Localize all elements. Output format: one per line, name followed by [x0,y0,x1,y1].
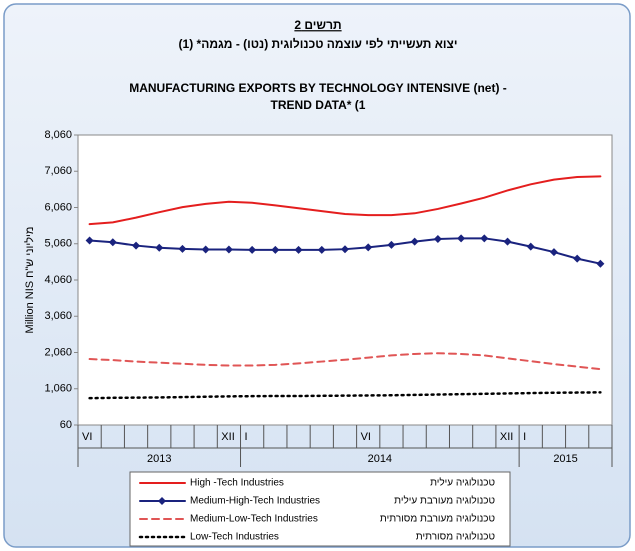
marker [410,237,419,246]
year-label: 2013 [147,453,171,465]
year-label: 2015 [553,453,577,465]
y-tick-label: 1,060 [44,383,72,395]
y-tick-label: 6,060 [44,201,72,213]
legend-marker [158,497,166,505]
series-line [88,352,602,371]
marker [433,235,442,244]
marker [526,242,535,251]
legend-label-he: טכנולוגיה מסורתית [416,531,495,543]
subtitle: יצוא תעשייתי לפי עוצמה טכנולוגית (נטו) -… [179,37,458,51]
marker [503,237,512,246]
x-tick-label: XII [221,431,234,443]
marker [317,245,326,254]
caption: תרשים 2 [294,18,341,32]
y-tick-label: 5,060 [44,238,72,250]
x-tick-label: I [245,431,248,443]
y-tick-label: 4,060 [44,274,72,286]
marker [549,248,558,257]
marker [457,234,466,243]
marker [480,234,489,243]
legend-label: Low-Tech Industries [190,532,279,543]
series-line [88,175,602,226]
marker [387,240,396,249]
y-tick-label: 60 [60,419,72,431]
x-tick-label: I [523,431,526,443]
marker [573,254,582,263]
marker [178,244,187,253]
marker [155,243,164,252]
x-tick-label: VI [361,431,371,443]
series-line [88,391,602,400]
marker [248,245,257,254]
legend-label-he: טכנולוגיה מעורבת מסורתית [380,513,495,525]
legend-label-he: טכנולוגיה מעורבת עילית [394,495,495,507]
legend-label: Medium-Low-Tech Industries [190,514,318,525]
marker [108,238,117,247]
x-tick-label: VI [82,431,92,443]
marker [341,245,349,254]
y-axis-label: Million NIS מיליוני ש"ח [23,227,36,334]
y-tick-label: 8,060 [44,129,72,141]
y-tick-label: 7,060 [44,165,72,177]
x-tick-label: XII [500,431,513,443]
year-label: 2014 [368,453,392,465]
chart-title: MANUFACTURING EXPORTS BY TECHNOLOGY INTE… [129,81,507,95]
marker [201,245,210,254]
y-tick-label: 2,060 [44,346,72,358]
plot-area [77,134,613,426]
marker [85,236,94,245]
marker [294,245,303,254]
legend-label: High -Tech Industries [190,478,284,489]
legend-label-he: טכנולוגיה עילית [430,477,495,489]
marker [596,259,605,268]
marker [364,243,373,252]
y-tick-label: 3,060 [44,310,72,322]
marker [224,245,233,254]
legend-label: Medium-High-Tech Industries [190,496,320,507]
legend [129,471,511,547]
marker [132,241,141,250]
marker [271,245,280,254]
chart-title: TREND DATA* (1 [271,98,366,112]
